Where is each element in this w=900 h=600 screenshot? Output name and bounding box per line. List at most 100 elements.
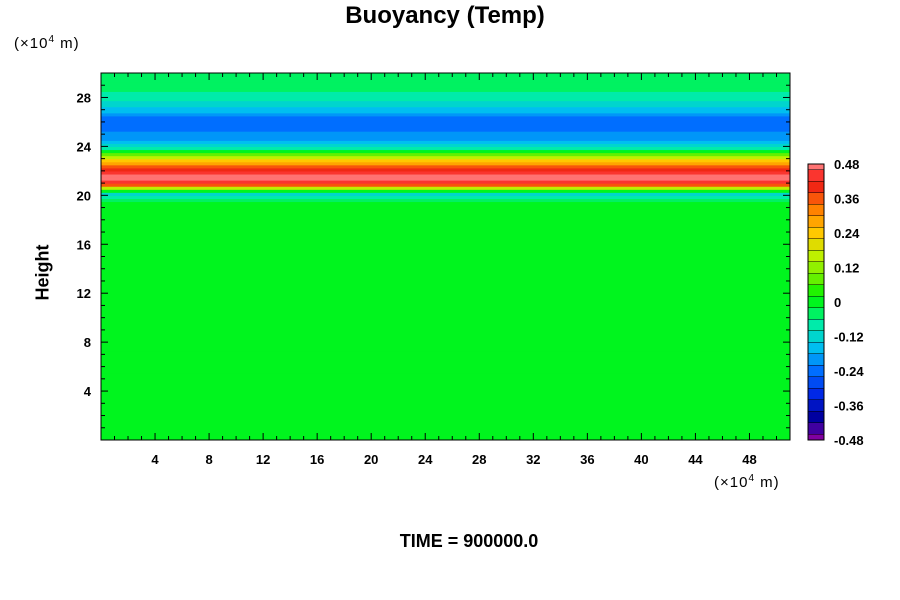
heatmap-band bbox=[101, 219, 790, 224]
colorbar-swatch bbox=[807, 353, 825, 366]
x-axis-ticks: 4 8 12 16 20 24 28 32 36 40 44 48 bbox=[114, 73, 777, 467]
colorbar-swatch bbox=[807, 238, 825, 251]
x-tick-label: 32 bbox=[526, 452, 540, 467]
heatmap-band bbox=[101, 394, 790, 398]
heatmap-band bbox=[101, 232, 790, 236]
heatmap-band bbox=[101, 409, 790, 414]
heatmap-band bbox=[101, 339, 790, 343]
heatmap-band bbox=[101, 345, 790, 349]
time-label: TIME = 900000.0 bbox=[399, 531, 539, 551]
heatmap-band bbox=[101, 366, 790, 371]
y-tick-label: 28 bbox=[77, 90, 91, 105]
x-tick-label: 40 bbox=[634, 452, 648, 467]
heatmap-band bbox=[101, 97, 790, 102]
x-tick-label: 20 bbox=[364, 452, 378, 467]
heatmap-band bbox=[101, 424, 790, 429]
heatmap-band bbox=[101, 342, 790, 346]
heatmap-band bbox=[101, 256, 790, 261]
heatmap-band bbox=[101, 250, 790, 255]
heatmap-band bbox=[101, 253, 790, 258]
heatmap-band bbox=[101, 79, 790, 83]
heatmap-band bbox=[101, 436, 790, 440]
heatmap-band bbox=[101, 277, 790, 282]
heatmap-band bbox=[101, 317, 790, 322]
heatmap-band bbox=[101, 296, 790, 300]
heatmap-band bbox=[101, 198, 790, 203]
heatmap-band bbox=[101, 354, 790, 359]
heatmap-band bbox=[101, 299, 790, 303]
heatmap-band bbox=[101, 213, 790, 218]
heatmap-band bbox=[101, 406, 790, 411]
heatmap-band bbox=[101, 308, 790, 313]
heatmap-band bbox=[101, 149, 790, 154]
heatmap-band bbox=[101, 403, 790, 407]
heatmap-band bbox=[101, 128, 790, 132]
heatmap-band bbox=[101, 323, 790, 328]
colorbar-tick-label: 0.24 bbox=[834, 226, 860, 241]
colorbar-tick-label: -0.12 bbox=[834, 330, 864, 345]
heatmap-band bbox=[101, 180, 790, 184]
heatmap-band bbox=[101, 201, 790, 206]
heatmap-band bbox=[101, 118, 790, 123]
colorbar-swatch bbox=[807, 365, 825, 377]
heatmap-band bbox=[101, 155, 790, 160]
heatmap-band bbox=[101, 421, 790, 426]
heatmap-band bbox=[101, 161, 790, 166]
heatmap-band bbox=[101, 430, 790, 435]
heatmap-band bbox=[101, 146, 790, 151]
heatmap-band bbox=[101, 378, 790, 383]
x-tick-label: 16 bbox=[310, 452, 324, 467]
heatmap-band bbox=[101, 415, 790, 420]
heatmap-band bbox=[101, 412, 790, 417]
heatmap-band bbox=[101, 244, 790, 248]
x-tick-label: 4 bbox=[151, 452, 159, 467]
heatmap-band bbox=[101, 115, 790, 120]
heatmap-band bbox=[101, 207, 790, 212]
heatmap-band bbox=[101, 391, 790, 395]
colorbar-swatch bbox=[807, 273, 825, 285]
y-tick-label: 8 bbox=[84, 335, 91, 350]
heatmap-band bbox=[101, 311, 790, 316]
heatmap-band bbox=[101, 388, 790, 392]
heatmap-band bbox=[101, 284, 790, 288]
colorbar-swatch bbox=[807, 181, 825, 193]
heatmap-band bbox=[101, 152, 790, 157]
heatmap-band bbox=[101, 170, 790, 175]
heatmap-band bbox=[101, 124, 790, 129]
colorbar-tick-label: 0.48 bbox=[834, 157, 859, 172]
y-tick-label: 24 bbox=[77, 139, 92, 154]
heatmap-band bbox=[101, 109, 790, 114]
colorbar-swatch bbox=[807, 434, 825, 441]
chart-title: Buoyancy (Temp) bbox=[345, 2, 545, 29]
heatmap-band bbox=[101, 225, 790, 230]
heatmap-band bbox=[101, 265, 790, 270]
heatmap-band bbox=[101, 85, 790, 89]
x-tick-label: 36 bbox=[580, 452, 594, 467]
colorbar-swatch bbox=[807, 399, 825, 412]
heatmap-band bbox=[101, 210, 790, 215]
colorbar-swatch bbox=[807, 411, 825, 423]
x-tick-label: 48 bbox=[742, 452, 756, 467]
colorbar-swatch bbox=[807, 376, 825, 389]
heatmap-band bbox=[101, 372, 790, 377]
colorbar-swatch bbox=[807, 192, 825, 205]
heatmap-band bbox=[101, 112, 790, 117]
heatmap-band bbox=[101, 216, 790, 221]
y-tick-label: 12 bbox=[77, 286, 91, 301]
heatmap-band bbox=[101, 384, 790, 389]
heatmap-band bbox=[101, 336, 790, 340]
heatmap-band bbox=[101, 238, 790, 242]
colorbar-tick-label: -0.24 bbox=[834, 364, 864, 379]
heatmap-band bbox=[101, 189, 790, 193]
colorbar-tick-label: 0.12 bbox=[834, 261, 859, 276]
heatmap-band bbox=[101, 241, 790, 245]
heatmap-band bbox=[101, 235, 790, 239]
heatmap-band bbox=[101, 433, 790, 438]
y-tick-label: 4 bbox=[84, 384, 92, 399]
heatmap-band bbox=[101, 360, 790, 365]
colorbar-swatch bbox=[807, 215, 825, 228]
colorbar-swatch bbox=[807, 163, 825, 170]
y-tick-label: 16 bbox=[77, 237, 91, 252]
colorbar-swatch bbox=[807, 204, 825, 216]
heatmap-band bbox=[101, 351, 790, 355]
